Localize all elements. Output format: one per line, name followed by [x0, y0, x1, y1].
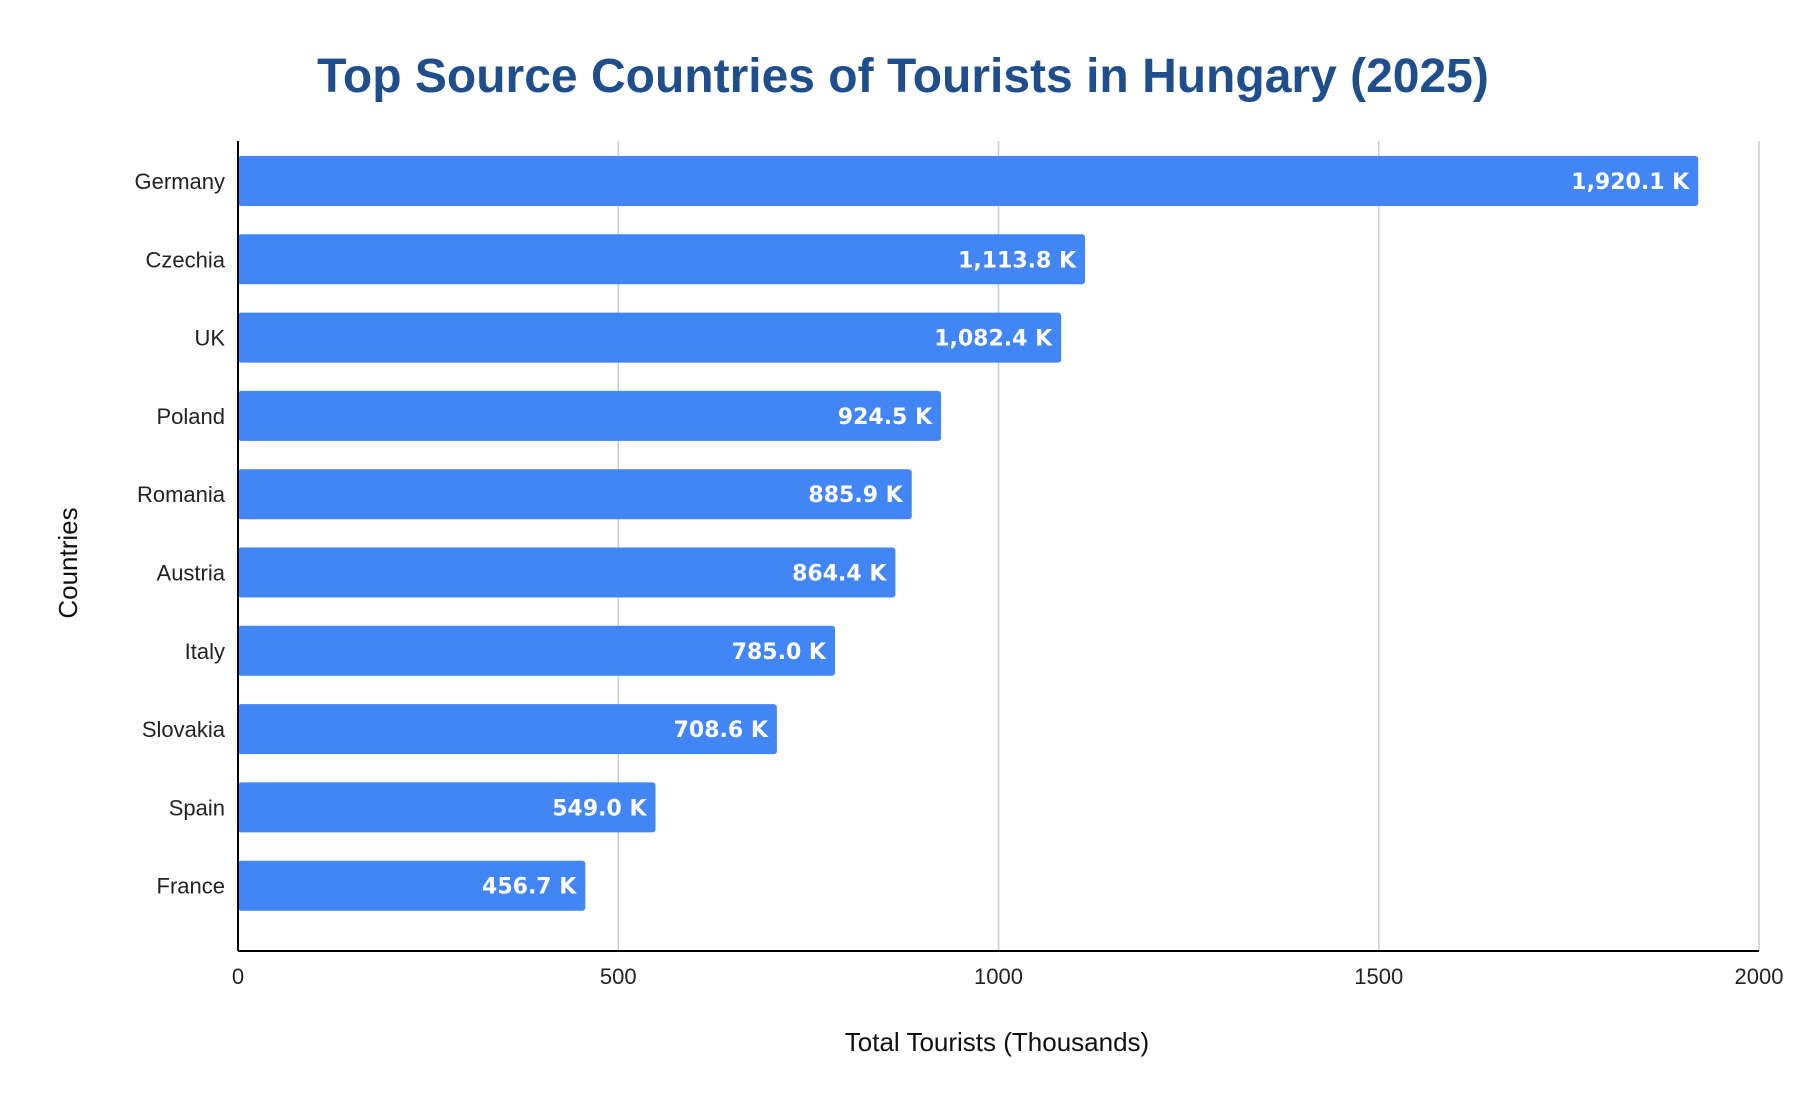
y-tick-label: Slovakia — [142, 717, 226, 742]
bar-austria — [238, 547, 896, 598]
y-tick-label: Romania — [137, 482, 226, 507]
y-tick-label: Italy — [185, 639, 225, 664]
data-label: 549.0 K — [552, 796, 647, 821]
chart-title: Top Source Countries of Tourists in Hung… — [317, 50, 1489, 103]
bar-italy — [238, 625, 835, 676]
x-tick-label: 2000 — [1735, 964, 1784, 989]
axes — [237, 141, 1759, 952]
data-label: 924.5 K — [838, 405, 933, 430]
data-label: 785.0 K — [732, 640, 827, 665]
y-tick-label: Germany — [135, 169, 225, 194]
bar-poland — [238, 390, 942, 441]
data-label: 885.9 K — [808, 483, 903, 508]
y-tick-label: UK — [194, 326, 225, 351]
x-tick-label: 500 — [600, 964, 637, 989]
data-label: 1,920.1 K — [1571, 170, 1690, 195]
x-tick-label: 0 — [232, 964, 244, 989]
x-tick-label: 1000 — [974, 964, 1023, 989]
y-axis-title: Countries — [53, 507, 83, 618]
labels: 0 500 1000 1500 2000 Germany 1,920.1 K Czechia 1… — [135, 169, 1784, 989]
y-tick-label: France — [157, 874, 225, 899]
bar-germany — [238, 156, 1699, 206]
bar-spain — [238, 782, 656, 833]
bar-uk — [238, 312, 1062, 363]
x-axis-title: Total Tourists (Thousands) — [845, 1027, 1149, 1057]
bar-romania — [238, 469, 912, 520]
y-tick-label: Poland — [156, 404, 225, 429]
bars — [238, 156, 1699, 911]
bar-czechia — [238, 234, 1086, 285]
data-label: 456.7 K — [482, 875, 577, 900]
y-tick-label: Czechia — [146, 247, 226, 272]
bar-france — [238, 860, 586, 911]
data-label: 1,113.8 K — [958, 248, 1077, 273]
y-tick-label: Spain — [169, 795, 225, 820]
bar-slovakia — [238, 704, 777, 755]
y-tick-label: Austria — [157, 561, 226, 586]
data-label: 864.4 K — [792, 562, 887, 587]
data-label: 708.6 K — [674, 718, 769, 743]
data-label: 1,082.4 K — [934, 327, 1053, 352]
x-tick-label: 1500 — [1354, 964, 1403, 989]
